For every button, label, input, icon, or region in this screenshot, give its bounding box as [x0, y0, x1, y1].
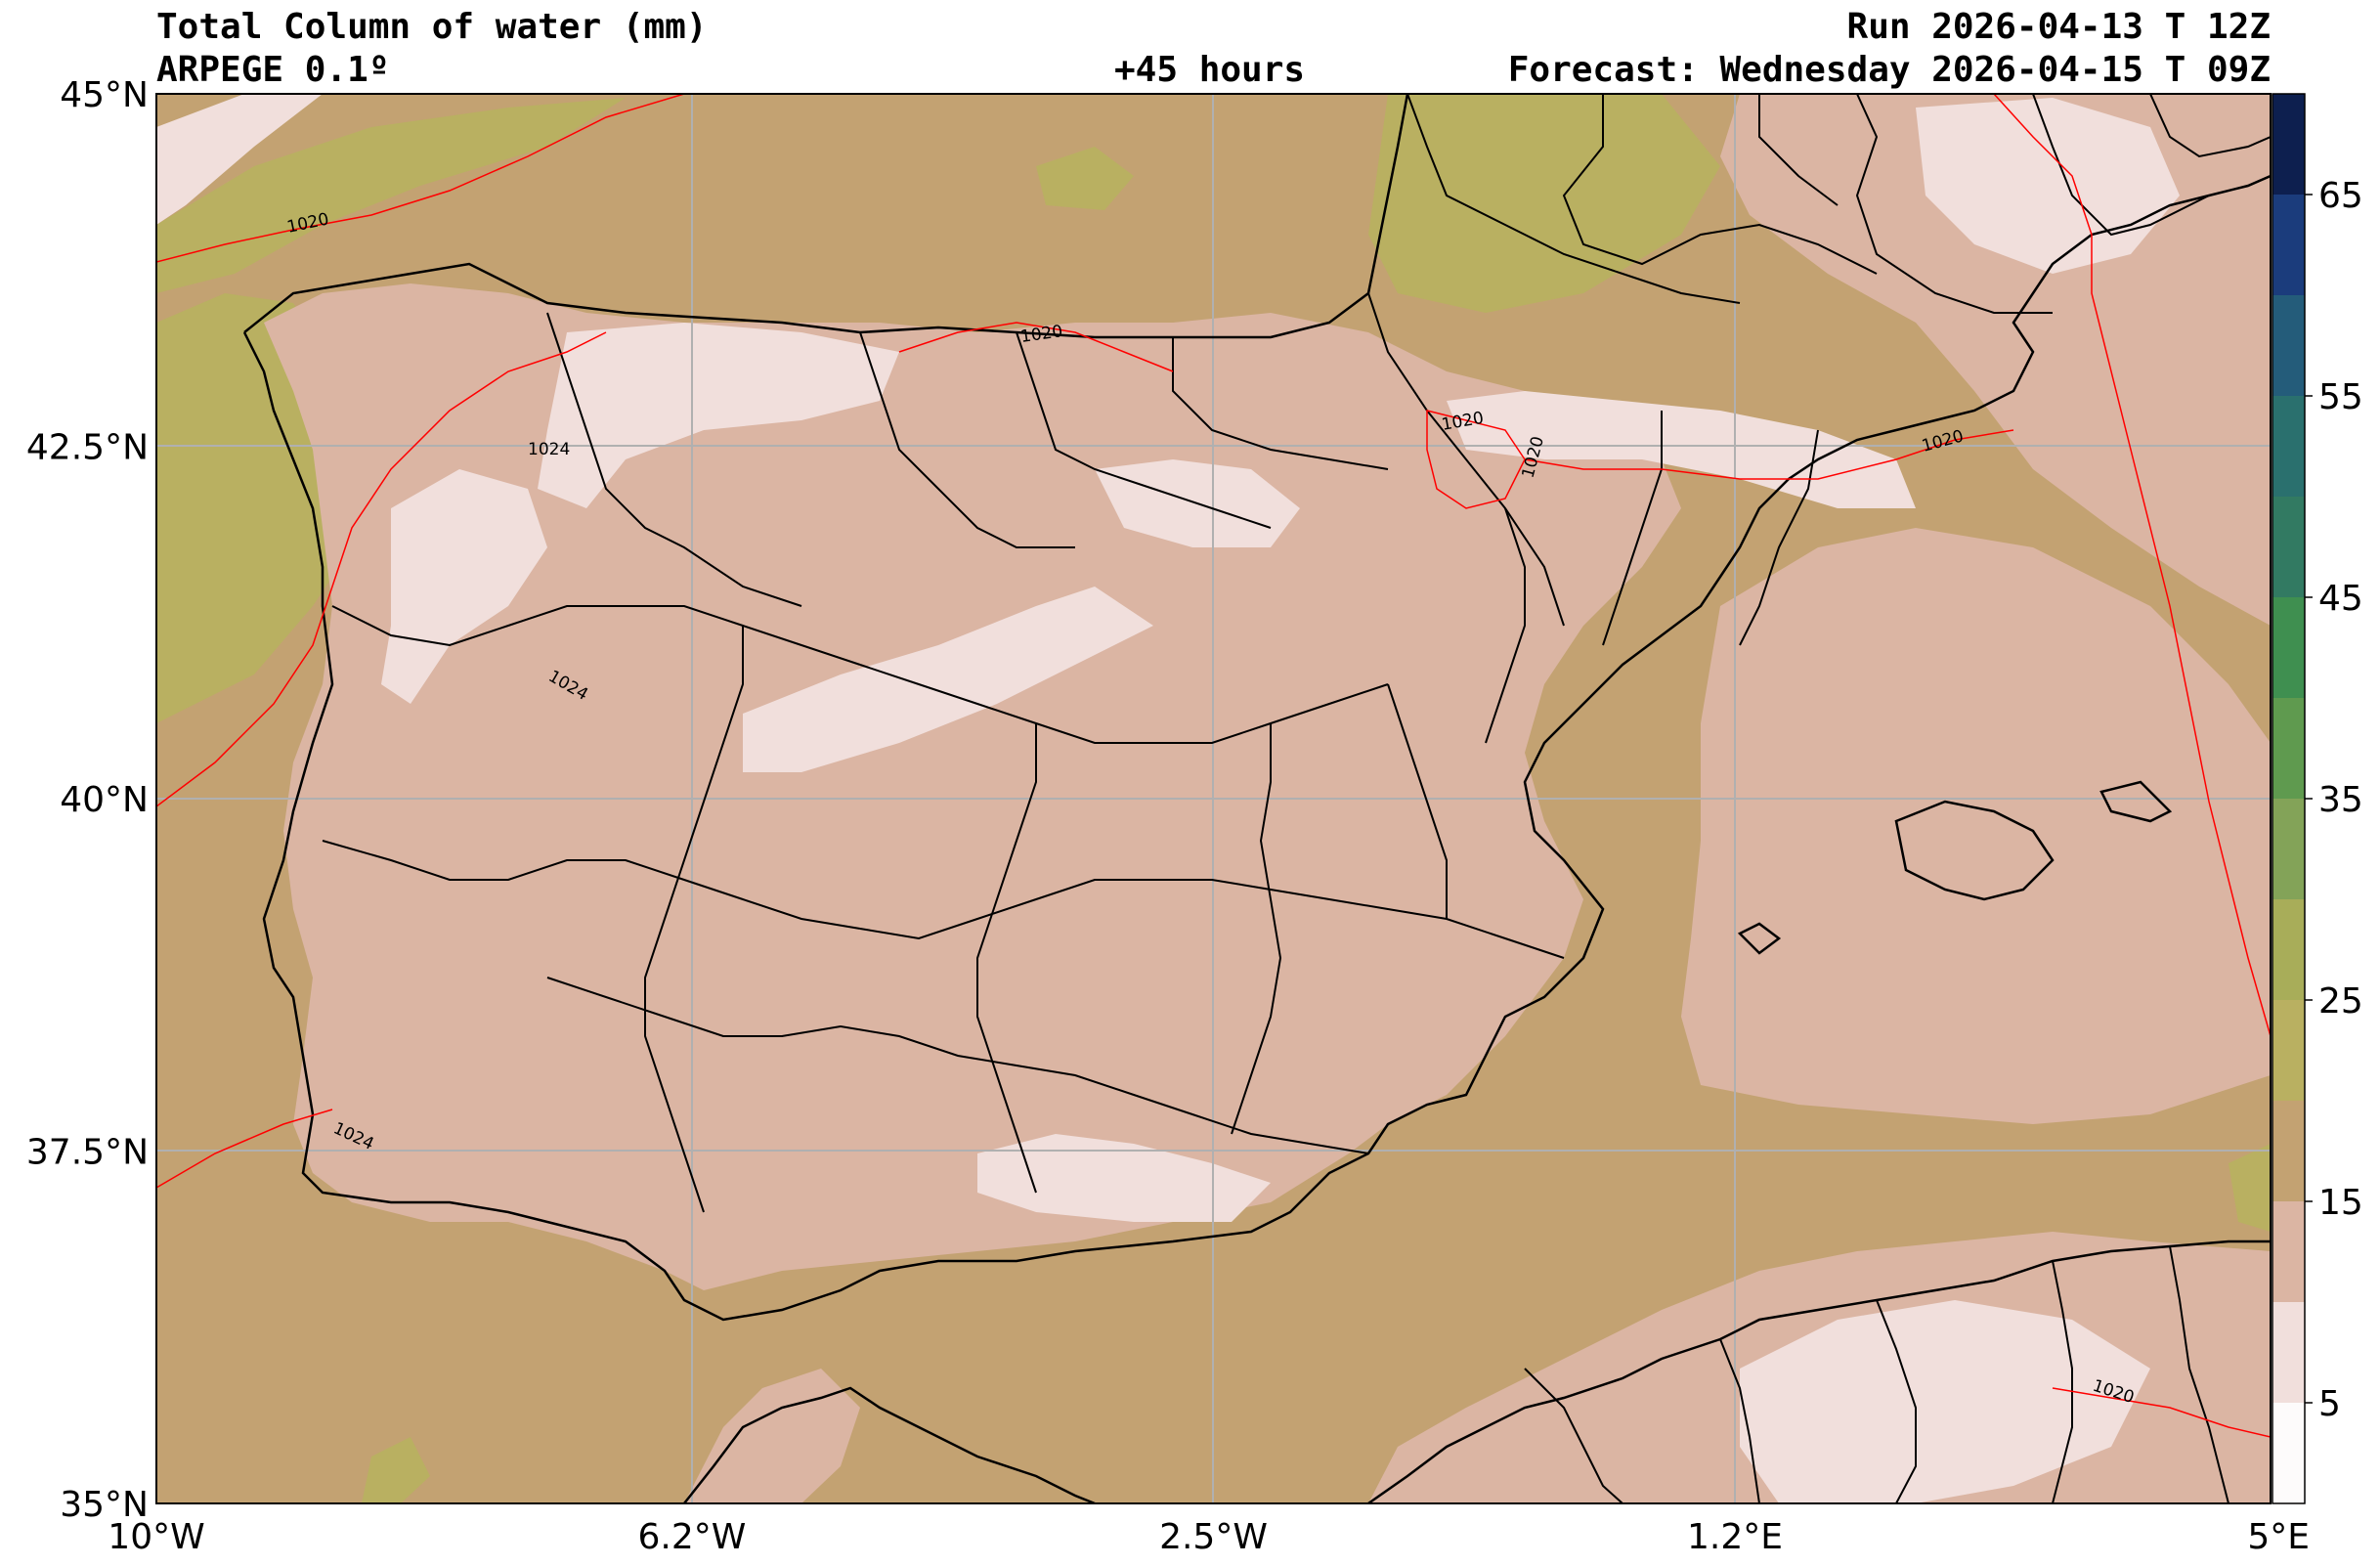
run-label: Run 2026-04-13 T 12Z: [1846, 7, 2271, 47]
colorbar: 5 15 25 35 45 55 65: [2272, 93, 2363, 1504]
colorbar-segment: [2272, 698, 2305, 799]
colorbar-segment: [2272, 497, 2305, 597]
colorbar-tick-label: 65: [2318, 176, 2363, 216]
latitude-tick-label: 37.5°N: [26, 1133, 149, 1173]
dry-streak-north: [538, 323, 899, 508]
colorbar-segment: [2272, 799, 2305, 899]
colorbar-tick-label: 55: [2318, 377, 2363, 417]
colorbar-segment: [2272, 1403, 2305, 1503]
colorbar-tick-label: 5: [2318, 1384, 2341, 1424]
longitude-tick-label: 1.2°E: [1687, 1517, 1783, 1557]
colorbar-tick-label: 15: [2318, 1183, 2363, 1223]
longitude-tick-labels: 10°W 6.2°W 2.5°W 1.2°E 5°E: [108, 1517, 2310, 1557]
map-area: 1020 1024 1024 1024 1020 1020 1020 1020 …: [156, 94, 2271, 1503]
isobars: [156, 94, 2271, 1438]
latitude-tick-label: 40°N: [60, 780, 149, 820]
colorbar-tick-label: 35: [2318, 780, 2363, 820]
colorbar-tick-label: 25: [2318, 981, 2363, 1022]
latitude-tick-label: 45°N: [60, 75, 149, 115]
moist-patch-south: [362, 1437, 430, 1503]
dry-field-africa: [1740, 1300, 2150, 1503]
latitude-tick-label: 42.5°N: [26, 428, 149, 468]
colorbar-segment: [2272, 396, 2305, 497]
latitude-tick-labels: 45°N 42.5°N 40°N 37.5°N 35°N: [26, 75, 149, 1525]
dry-patch-nw-corner: [156, 94, 323, 225]
forecast-label: Forecast: Wednesday 2026-04-15 T 09Z: [1507, 50, 2271, 90]
dry-streak-west: [381, 469, 547, 704]
longitude-tick-label: 5°E: [2247, 1517, 2310, 1557]
moist-patch-nw: [156, 98, 626, 293]
dry-streak-center: [743, 587, 1153, 772]
colorbar-segment: [2272, 195, 2305, 295]
colorbar-segment: [2272, 1302, 2305, 1403]
colorbar-segment: [2272, 899, 2305, 1000]
longitude-tick-label: 2.5°W: [1159, 1517, 1268, 1557]
dry-streak-south: [977, 1134, 1271, 1222]
isobar-label: 1024: [528, 440, 570, 459]
lead-time-label: +45 hours: [1114, 50, 1306, 90]
graticule: [156, 94, 2271, 1503]
colorbar-tick-label: 45: [2318, 579, 2363, 619]
map-title: Total Column of water (mm): [156, 7, 708, 47]
moist-patch-small: [1036, 147, 1134, 210]
latitude-tick-label: 35°N: [60, 1485, 149, 1525]
model-label: ARPEGE 0.1º: [156, 50, 390, 90]
longitude-tick-label: 6.2°W: [638, 1517, 747, 1557]
colorbar-segment: [2272, 1201, 2305, 1302]
colorbar-segment: [2272, 1000, 2305, 1101]
land-field-morocco: [684, 1369, 860, 1503]
med-field-band: [1681, 528, 2271, 1124]
map-frame: [155, 93, 2272, 1504]
colorbar-segment: [2272, 1101, 2305, 1201]
colorbar-segment: [2272, 94, 2305, 195]
moist-patch-east: [2229, 1144, 2271, 1232]
colorbar-segment: [2272, 295, 2305, 396]
admin-borders: [322, 94, 2271, 1503]
colorbar-segment: [2272, 597, 2305, 698]
land-field-iberia: [264, 283, 1681, 1290]
longitude-tick-label: 10°W: [108, 1517, 204, 1557]
moist-patch-france: [1368, 94, 1720, 313]
